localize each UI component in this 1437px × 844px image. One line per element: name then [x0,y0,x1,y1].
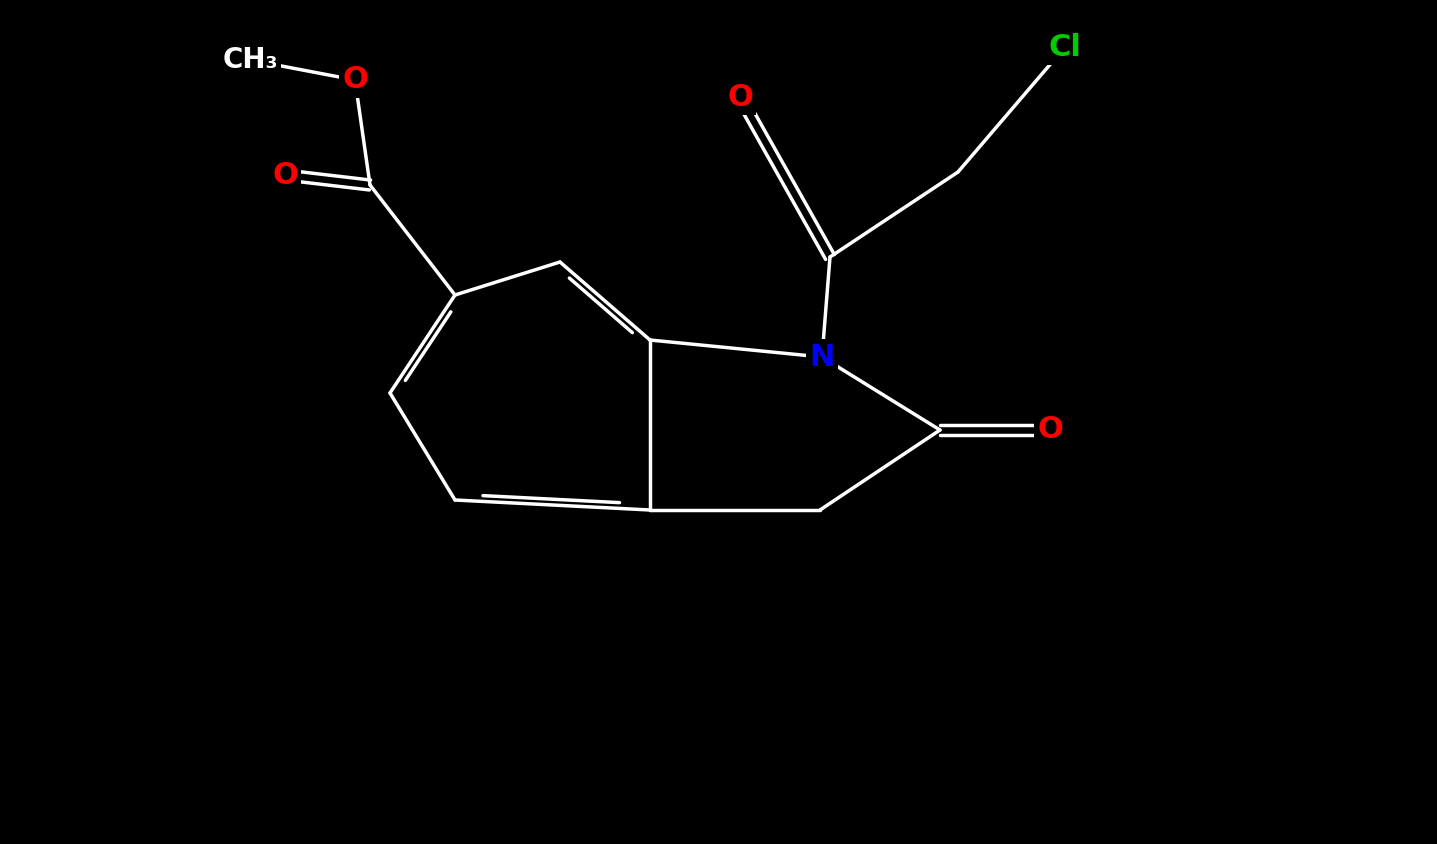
Text: O: O [727,83,753,111]
Text: N: N [809,343,835,371]
Text: CH₃: CH₃ [223,46,277,74]
Text: O: O [1038,415,1063,445]
Text: O: O [342,66,368,95]
Text: Cl: Cl [1049,33,1082,62]
Text: O: O [272,160,297,190]
